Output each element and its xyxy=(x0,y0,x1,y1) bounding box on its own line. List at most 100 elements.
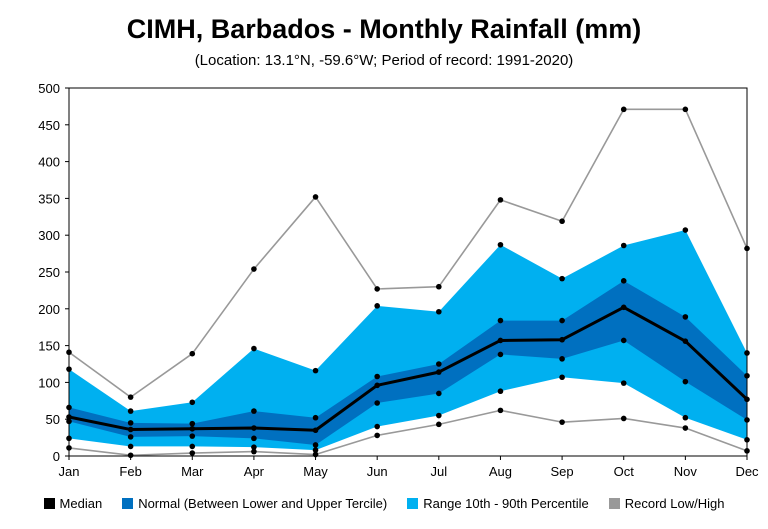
upper-tercile-point xyxy=(127,420,134,426)
record-low-point xyxy=(436,421,442,428)
p90-point xyxy=(682,227,689,233)
y-tick-label: 400 xyxy=(38,155,60,170)
upper-tercile-point xyxy=(436,361,442,367)
record-high-point xyxy=(682,106,689,113)
lower-tercile-point xyxy=(251,435,257,442)
upper-tercile-point xyxy=(374,373,380,380)
legend-label: Normal (Between Lower and Upper Tercile) xyxy=(138,496,388,511)
legend-swatch xyxy=(43,498,55,509)
x-tick-label: Jan xyxy=(59,464,80,479)
upper-tercile-point xyxy=(189,420,196,427)
median-point xyxy=(497,337,504,344)
x-tick-label: Jul xyxy=(431,464,448,479)
lower-tercile-point xyxy=(374,400,380,406)
upper-tercile-point xyxy=(559,317,565,324)
y-tick-label: 350 xyxy=(38,191,60,206)
chart-title: CIMH, Barbados - Monthly Rainfall (mm) xyxy=(126,14,642,44)
y-tick-label: 100 xyxy=(38,375,60,390)
median-point xyxy=(374,382,380,389)
legend-item-normal: Normal (Between Lower and Upper Tercile) xyxy=(122,496,387,511)
p90-point xyxy=(127,408,134,414)
y-tick-label: 250 xyxy=(38,265,60,280)
legend-label: Median xyxy=(59,496,103,511)
median-point xyxy=(682,338,689,344)
p90-point xyxy=(436,308,442,315)
y-tick-label: 150 xyxy=(38,339,60,354)
p10-point xyxy=(682,414,689,421)
record-high-point xyxy=(127,394,134,400)
p10-point xyxy=(189,443,196,450)
record-low-point xyxy=(189,450,196,456)
x-tick-label: Feb xyxy=(119,464,141,479)
record-low-point xyxy=(497,407,504,414)
p10-point xyxy=(127,443,134,450)
record-high-point xyxy=(251,266,257,272)
p90-point xyxy=(497,241,504,248)
lower-tercile-point xyxy=(559,356,565,362)
upper-tercile-point xyxy=(682,314,689,320)
upper-tercile-point xyxy=(497,317,504,324)
x-tick-label: Jun xyxy=(367,464,388,479)
y-tick-label: 50 xyxy=(46,412,60,427)
x-axis: Jan Feb Mar Apr May Jun Jul Aug Sep Oct Nov Dec xyxy=(59,456,759,479)
median-point xyxy=(620,304,627,311)
lower-tercile-point xyxy=(436,390,442,397)
p90-point xyxy=(251,345,257,352)
legend: Median Normal (Between Lower and Upper Te… xyxy=(0,496,768,511)
y-tick-label: 500 xyxy=(38,81,60,96)
chart-points xyxy=(66,106,750,459)
upper-tercile-point xyxy=(312,414,319,421)
p10-point xyxy=(436,412,442,419)
record-high-point xyxy=(312,194,319,200)
median-point xyxy=(312,427,319,434)
p90-point xyxy=(374,303,380,309)
lower-tercile-point xyxy=(682,378,689,385)
y-tick-label: 450 xyxy=(38,118,60,133)
median-line xyxy=(68,305,749,432)
upper-tercile-point xyxy=(620,278,627,284)
y-tick-label: 200 xyxy=(38,302,60,317)
upper-tercile-point xyxy=(251,408,257,414)
p10-point xyxy=(497,388,504,395)
p10-point xyxy=(251,444,257,450)
y-axis: 0 50 100 150 200 250 300 350 400 450 500 xyxy=(38,81,69,464)
record-low-point xyxy=(620,415,627,422)
median-point xyxy=(251,425,257,431)
lower-tercile-point xyxy=(312,442,319,448)
chart-subtitle: (Location: 13.1°N, -59.6°W; Period of re… xyxy=(194,52,574,69)
record-high-point xyxy=(620,106,627,113)
chart-lines xyxy=(68,108,749,457)
p90-point xyxy=(312,367,319,374)
y-tick-label: 300 xyxy=(38,228,60,243)
p10-point xyxy=(620,380,627,386)
record-low-point xyxy=(251,448,257,455)
record-high-point xyxy=(189,350,196,357)
p10-point xyxy=(559,374,565,381)
record-low-line xyxy=(68,409,748,457)
p10-point xyxy=(374,423,380,430)
p90-point xyxy=(620,242,627,249)
x-tick-label: May xyxy=(303,464,328,479)
x-tick-label: Aug xyxy=(489,464,512,479)
x-tick-label: Nov xyxy=(674,464,698,479)
record-low-point xyxy=(374,432,380,439)
legend-item-record: Record Low/High xyxy=(608,496,724,511)
legend-label: Range 10th - 90th Percentile xyxy=(423,496,589,511)
chart-areas xyxy=(69,230,747,451)
record-high-point xyxy=(497,197,504,203)
x-tick-label: Sep xyxy=(551,464,574,479)
median-point xyxy=(436,369,442,375)
legend-swatch xyxy=(608,498,620,509)
normal-tercile-band xyxy=(69,280,747,445)
lower-tercile-point xyxy=(620,337,627,344)
y-tick-label: 0 xyxy=(53,449,60,464)
median-point xyxy=(127,426,134,433)
x-tick-label: Apr xyxy=(244,464,265,479)
record-low-point xyxy=(127,452,134,459)
record-low-point xyxy=(682,425,689,431)
p90-point xyxy=(189,399,196,406)
p10-point xyxy=(312,447,319,453)
x-tick-label: Dec xyxy=(735,464,759,479)
median-point xyxy=(559,336,565,343)
